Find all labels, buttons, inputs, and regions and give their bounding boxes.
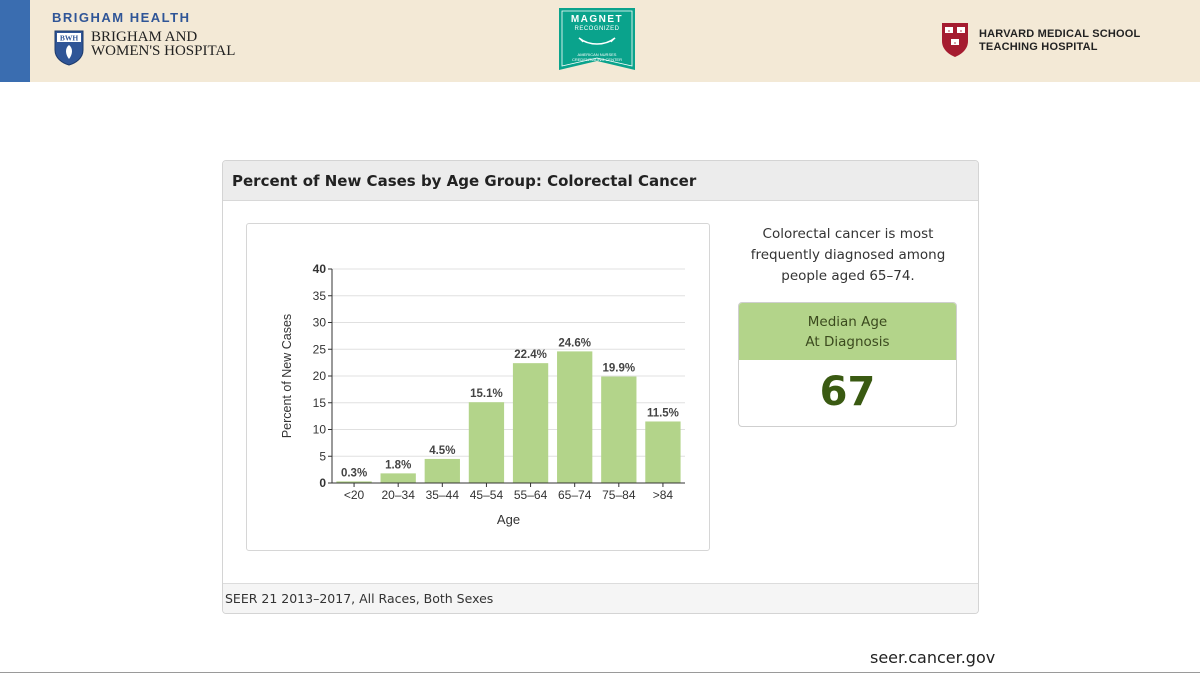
median-label-line1: Median Age <box>807 314 888 330</box>
x-tick-label: >84 <box>653 488 674 502</box>
y-tick-label: 10 <box>313 423 327 437</box>
y-tick-label: 20 <box>313 369 327 383</box>
data-source-note: SEER 21 2013–2017, All Races, Both Sexes <box>225 591 494 606</box>
y-tick-label: 35 <box>313 289 327 303</box>
seer-website-link[interactable]: seer.cancer.gov <box>870 648 996 667</box>
median-age-card: Median Age At Diagnosis 67 <box>738 302 957 427</box>
age-group-bar-chart: 0 5 10 15 20 25 30 35 40 0.3% <20 1.8% 20–34 4.5% 35–4… <box>280 262 685 527</box>
data-label: 24.6% <box>558 337 591 349</box>
data-label: 19.9% <box>603 363 636 375</box>
median-age-value: 67 <box>819 369 876 415</box>
slide-bottom-rule <box>0 672 1200 673</box>
header-band: BRIGHAM HEALTH BWH BRIGHAM AND WOMEN'S H… <box>0 0 1200 82</box>
bar <box>557 351 593 483</box>
magnet-title: MAGNET <box>570 14 624 25</box>
card-title: Percent of New Cases by Age Group: Color… <box>232 172 697 190</box>
magnet-org-line1: AMERICAN NURSES <box>577 52 617 57</box>
bar <box>424 458 460 483</box>
x-tick-label: 45–54 <box>470 488 504 502</box>
magnet-recognized-badge: MAGNET RECOGNIZED AMERICAN NURSES CREDEN… <box>559 8 635 70</box>
bar <box>380 473 416 483</box>
bwh-shield-icon: BWH <box>54 30 84 66</box>
y-axis-title: Percent of New Cases <box>280 314 294 438</box>
magnet-subtitle: RECOGNIZED <box>574 26 620 32</box>
harvard-medical-school-text: HARVARD MEDICAL SCHOOL TEACHING HOSPITAL <box>979 28 1140 54</box>
y-tick-label: 0 <box>319 476 326 490</box>
magnet-badge-shape <box>559 8 635 70</box>
x-tick-label: 20–34 <box>382 488 416 502</box>
x-tick-label: 65–74 <box>558 488 592 502</box>
data-label: 15.1% <box>470 388 503 400</box>
harvard-shield-icon <box>942 23 968 57</box>
y-tick-label: 15 <box>313 396 327 410</box>
card-header: Percent of New Cases by Age Group: Color… <box>223 161 978 201</box>
bar <box>601 376 637 483</box>
magnet-org: AMERICAN NURSES CREDENTIALING CENTER <box>559 52 635 62</box>
bar <box>468 402 505 483</box>
median-age-header: Median Age At Diagnosis <box>739 303 956 360</box>
chart-labels: 0 5 10 15 20 25 30 35 40 0.3% <20 1.8% 20–34 4.5% 35–4… <box>280 262 679 527</box>
y-tick-label: 40 <box>313 262 327 276</box>
y-tick-label: 5 <box>319 449 326 463</box>
axes <box>328 268 685 487</box>
bwh-shield-label: BWH <box>60 34 79 43</box>
diagnosis-summary-text: Colorectal cancer is most frequently dia… <box>750 226 946 284</box>
colorectal-age-card: Percent of New Cases by Age Group: Color… <box>222 160 979 614</box>
bwh-name-line1: BRIGHAM AND <box>91 29 198 45</box>
header-accent-bar <box>0 0 30 82</box>
brigham-health-logo-text: BRIGHAM HEALTH <box>52 10 191 25</box>
data-label: 0.3% <box>341 467 367 479</box>
magnet-org-line2: CREDENTIALING CENTER <box>571 57 622 62</box>
data-label: 4.5% <box>429 445 455 457</box>
bar <box>336 481 372 483</box>
bwh-hospital-name: BRIGHAM AND WOMEN'S HOSPITAL <box>91 29 236 59</box>
median-label-line2: At Diagnosis <box>805 334 890 350</box>
x-tick-label: 55–64 <box>514 488 548 502</box>
x-tick-label: 75–84 <box>602 488 636 502</box>
bar <box>512 363 549 483</box>
hms-line1: HARVARD MEDICAL SCHOOL <box>979 28 1141 40</box>
y-tick-label: 30 <box>313 316 327 330</box>
bars <box>336 351 681 483</box>
data-label: 11.5% <box>647 407 679 419</box>
x-axis-title: Age <box>497 512 520 527</box>
x-tick-label: <20 <box>344 488 365 502</box>
x-tick-label: 35–44 <box>426 488 460 502</box>
hms-line2: TEACHING HOSPITAL <box>979 41 1098 53</box>
y-tick-label: 25 <box>313 342 327 356</box>
data-label: 22.4% <box>514 349 547 361</box>
chart-panel: 0 5 10 15 20 25 30 35 40 0.3% <20 1.8% 20–34 4.5% 35–4… <box>246 223 710 551</box>
bar <box>645 421 681 483</box>
bwh-name-line2: WOMEN'S HOSPITAL <box>91 43 236 59</box>
data-label: 1.8% <box>385 459 411 471</box>
card-footer: SEER 21 2013–2017, All Races, Both Sexes <box>223 583 978 613</box>
median-age-label: Median Age At Diagnosis <box>739 312 956 352</box>
